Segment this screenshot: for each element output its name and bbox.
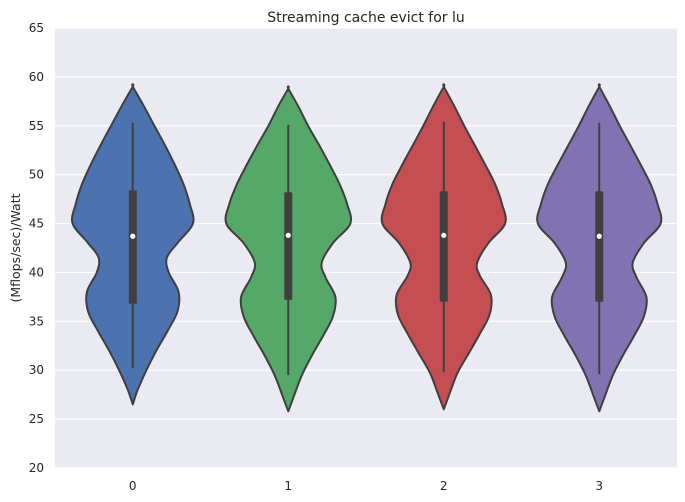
y-tick-label-55: 55 bbox=[29, 119, 44, 133]
y-tick-label-20: 20 bbox=[29, 461, 44, 475]
y-tick-label-40: 40 bbox=[29, 265, 44, 279]
median-point-0 bbox=[130, 233, 136, 239]
median-point-1 bbox=[285, 232, 291, 238]
y-tick-label-30: 30 bbox=[29, 363, 44, 377]
x-tick-labels: 0 1 2 3 bbox=[129, 479, 603, 493]
iqr-box-1 bbox=[284, 192, 293, 300]
y-tick-label-60: 60 bbox=[29, 70, 44, 84]
y-tick-label-50: 50 bbox=[29, 168, 44, 182]
iqr-box-2 bbox=[439, 191, 448, 302]
chart-title: Streaming cache evict for lu bbox=[267, 10, 465, 26]
iqr-box-0 bbox=[128, 190, 137, 304]
median-point-3 bbox=[596, 233, 602, 239]
median-point-2 bbox=[441, 232, 447, 238]
y-tick-labels: 20 25 30 35 40 45 50 55 60 65 bbox=[29, 21, 44, 475]
y-tick-label-25: 25 bbox=[29, 412, 44, 426]
y-tick-label-35: 35 bbox=[29, 314, 44, 328]
x-tick-label-0: 0 bbox=[129, 479, 137, 493]
x-tick-label-1: 1 bbox=[284, 479, 292, 493]
x-tick-label-2: 2 bbox=[440, 479, 448, 493]
violins bbox=[70, 83, 663, 413]
y-tick-label-45: 45 bbox=[29, 217, 44, 231]
y-tick-label-65: 65 bbox=[29, 21, 44, 35]
iqr-box-3 bbox=[595, 191, 604, 302]
y-axis-label: (Mflops/sec)/Watt bbox=[8, 193, 23, 302]
x-tick-label-3: 3 bbox=[595, 479, 603, 493]
